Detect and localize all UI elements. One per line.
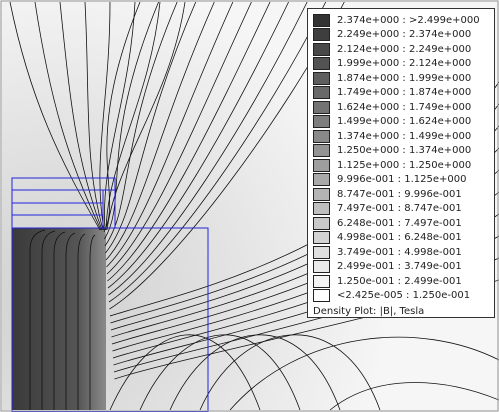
contour-line [105, 1, 197, 254]
contour-line [89, 234, 96, 410]
legend-label: 2.374e+000 : >2.499e+000 [337, 14, 480, 26]
contour-line [59, 1, 103, 231]
legend-entry: 1.749e+000 : 1.874e+000 [313, 86, 471, 100]
legend-entry: 1.499e+000 : 1.624e+000 [313, 115, 471, 129]
legend-swatch [313, 260, 330, 273]
legend-label: 1.874e+000 : 1.999e+000 [337, 72, 472, 84]
legend-swatch [313, 245, 330, 259]
legend-label: 7.497e-001 : 8.747e-001 [337, 203, 462, 214]
contour-line [84, 1, 104, 231]
legend: Density Plot: |B|, Tesla 2.374e+000 : >2… [307, 8, 495, 318]
legend-entry: 6.248e-001 : 7.497e-001 [313, 216, 462, 230]
legend-swatch [313, 274, 330, 288]
legend-label: 3.749e-001 : 4.998e-001 [337, 246, 462, 258]
contour-line [104, 1, 178, 247]
legend-entry: 9.996e-001 : 1.125e+000 [313, 173, 466, 187]
legend-label: 2.249e+000 : 2.374e+000 [337, 29, 472, 40]
contour-line [106, 1, 186, 231]
contour-line [107, 1, 289, 289]
legend-label: 1.749e+000 : 1.874e+000 [337, 87, 472, 98]
contour-line [103, 1, 141, 233]
legend-swatch [313, 129, 330, 143]
legend-label: 9.996e-001 : 1.125e+000 [337, 174, 467, 185]
contour-line [77, 233, 86, 410]
legend-entry: 1.374e+000 : 1.499e+000 [313, 129, 471, 143]
contour-line [29, 229, 46, 410]
contour-line [109, 334, 261, 411]
legend-entry: 7.497e-001 : 8.747e-001 [313, 202, 462, 216]
legend-swatch [313, 71, 330, 85]
legend-swatch [313, 115, 330, 128]
contour-line [108, 1, 327, 303]
legend-label: 2.124e+000 : 2.249e+000 [337, 43, 472, 55]
legend-swatch [313, 158, 330, 172]
contour-line [105, 1, 215, 261]
contour-line [106, 1, 252, 275]
legend-entry: 1.874e+000 : 1.999e+000 [313, 71, 471, 85]
legend-label: 1.250e+000 : 1.374e+000 [337, 145, 472, 156]
legend-title: Density Plot: |B|, Tesla [313, 306, 425, 317]
legend-swatch [313, 202, 330, 215]
legend-swatch [313, 173, 330, 186]
legend-entry: 1.125e+000 : 1.250e+000 [313, 158, 471, 172]
legend-label: 1.250e-001 : 2.499e-001 [337, 275, 462, 287]
legend-entry: 2.374e+000 : >2.499e+000 [313, 13, 480, 27]
legend-swatch [313, 28, 330, 41]
contour-line [108, 1, 308, 296]
legend-entry: <2.425e-005 : 1.250e-001 [313, 289, 470, 303]
legend-entry: 1.250e-001 : 2.499e-001 [313, 274, 462, 288]
legend-label: 8.747e-001 : 9.996e-001 [337, 188, 462, 200]
legend-entry: 1.624e+000 : 1.749e+000 [313, 100, 471, 114]
legend-label: 1.125e+000 : 1.250e+000 [337, 159, 472, 171]
contour-line [105, 1, 161, 231]
legend-entry: 8.747e-001 : 9.996e-001 [313, 187, 462, 201]
contour-line [41, 230, 56, 410]
legend-entry: 2.499e-001 : 3.749e-001 [313, 260, 462, 274]
legend-label: 1.624e+000 : 1.749e+000 [337, 101, 472, 113]
contour-line [106, 1, 234, 268]
contour-line [107, 1, 271, 282]
legend-label: <2.425e-005 : 1.250e-001 [337, 290, 471, 301]
legend-label: 4.998e-001 : 6.248e-001 [337, 232, 462, 243]
contour-line [9, 1, 101, 231]
legend-swatch [313, 144, 330, 157]
legend-swatch [313, 100, 330, 114]
legend-label: 1.374e+000 : 1.499e+000 [337, 130, 472, 142]
legend-entry: 4.998e-001 : 6.248e-001 [313, 231, 462, 245]
contour-line [34, 1, 102, 231]
legend-swatch [313, 57, 330, 70]
legend-entry: 1.999e+000 : 2.124e+000 [313, 57, 471, 71]
legend-swatch [313, 86, 330, 99]
legend-swatch [313, 187, 330, 201]
geometry [11, 177, 209, 412]
contour-line [169, 334, 341, 411]
legend-label: 1.499e+000 : 1.624e+000 [337, 116, 472, 127]
contour-line [229, 336, 499, 411]
contour-line [53, 231, 66, 410]
contour-line [99, 1, 111, 231]
legend-swatch [313, 13, 330, 27]
legend-label: 1.999e+000 : 2.124e+000 [337, 58, 472, 69]
contour-line [104, 1, 136, 231]
legend-swatch [313, 289, 330, 302]
legend-swatch [313, 42, 330, 56]
legend-entry: 3.749e-001 : 4.998e-001 [313, 245, 462, 259]
core-region [12, 228, 106, 410]
legend-label: 2.499e-001 : 3.749e-001 [337, 261, 462, 272]
legend-entry: 2.124e+000 : 2.249e+000 [313, 42, 471, 56]
contour-line [104, 1, 159, 240]
contour-line [139, 334, 301, 411]
legend-entry: 2.249e+000 : 2.374e+000 [313, 28, 471, 42]
legend-label: 6.248e-001 : 7.497e-001 [337, 217, 462, 229]
legend-swatch [313, 216, 330, 230]
contour-line [329, 382, 499, 411]
contour-line [65, 232, 76, 410]
legend-swatch [313, 231, 330, 244]
legend-entry: 1.250e+000 : 1.374e+000 [313, 144, 471, 158]
contour-line [199, 334, 381, 411]
